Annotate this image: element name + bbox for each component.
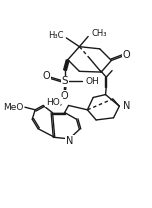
Text: H₃C: H₃C	[48, 31, 63, 40]
Text: O: O	[123, 50, 130, 60]
Text: CH₃: CH₃	[91, 29, 107, 38]
Text: N: N	[66, 136, 73, 146]
Text: O: O	[43, 71, 51, 81]
Text: N: N	[123, 101, 130, 111]
Text: S: S	[62, 77, 68, 87]
Text: OH: OH	[86, 77, 100, 86]
Text: HO,: HO,	[46, 98, 63, 107]
Text: O: O	[60, 91, 68, 101]
Text: MeO: MeO	[3, 103, 24, 112]
